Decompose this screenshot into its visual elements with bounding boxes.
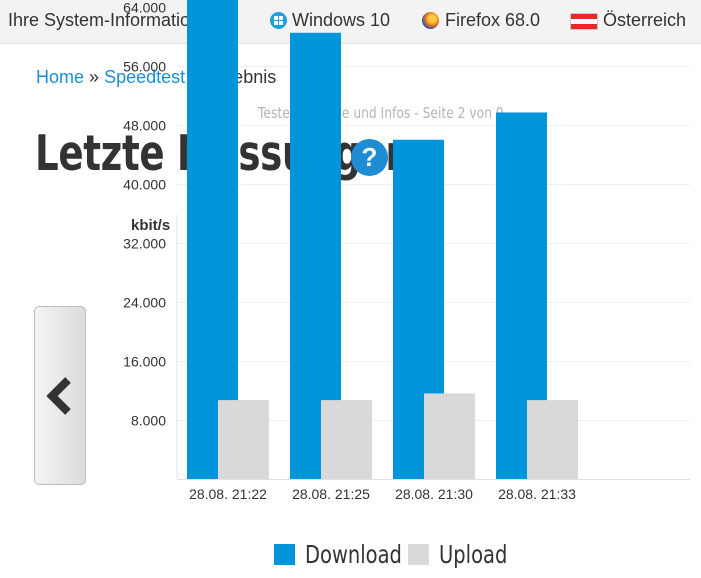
upload-bar: [424, 393, 475, 479]
legend-download-swatch: [274, 544, 295, 565]
system-info-label: Ihre System-Informationen:: [8, 10, 226, 30]
x-tick-label: 28.08. 21:30: [395, 486, 473, 502]
y-tick-label: 8.000: [131, 413, 166, 429]
upload-bar: [321, 400, 372, 479]
browser-info: Firefox 68.0: [445, 10, 541, 30]
download-bar: [393, 139, 444, 479]
breadcrumb: Home » Speedtest » Ergebnis: [36, 67, 276, 88]
x-tick-label: 28.08. 21:25: [292, 486, 370, 502]
help-icon[interactable]: ?: [351, 139, 388, 176]
x-tick-label: 28.08. 21:22: [189, 486, 267, 502]
breadcrumb-speedtest-link[interactable]: Speedtest: [104, 67, 186, 87]
upload-bar: [527, 400, 578, 479]
y-tick-label: 16.000: [123, 354, 166, 370]
breadcrumb-current: Ergebnis: [205, 67, 277, 87]
page-subtitle: Testergebnisse und Infos - Seite 2 von 9: [258, 104, 504, 122]
x-tick-label: 28.08. 21:33: [498, 486, 576, 502]
legend-upload-label: Upload: [439, 540, 508, 569]
chevron-left-icon: [46, 377, 71, 415]
breadcrumb-separator: »: [190, 67, 201, 87]
y-tick-label: 32.000: [123, 236, 166, 252]
legend-upload-swatch: [408, 544, 429, 565]
os-info: Windows 10: [292, 10, 391, 30]
download-bar: [496, 112, 547, 480]
firefox-icon: [422, 12, 439, 29]
download-bar: [290, 32, 341, 479]
windows-icon: [270, 12, 287, 29]
system-info-bar: Ihre System-Informationen: Windows 10 Fi…: [0, 0, 701, 44]
legend-download-label: Download: [305, 540, 402, 569]
upload-bar: [218, 400, 269, 479]
breadcrumb-home-link[interactable]: Home: [36, 67, 85, 87]
austria-flag-icon: [570, 13, 598, 30]
breadcrumb-separator: »: [89, 67, 100, 87]
y-axis-label: kbit/s: [131, 217, 170, 234]
country-info: Österreich: [603, 10, 687, 30]
y-tick-label: 24.000: [123, 295, 166, 311]
previous-page-button[interactable]: [34, 306, 86, 485]
